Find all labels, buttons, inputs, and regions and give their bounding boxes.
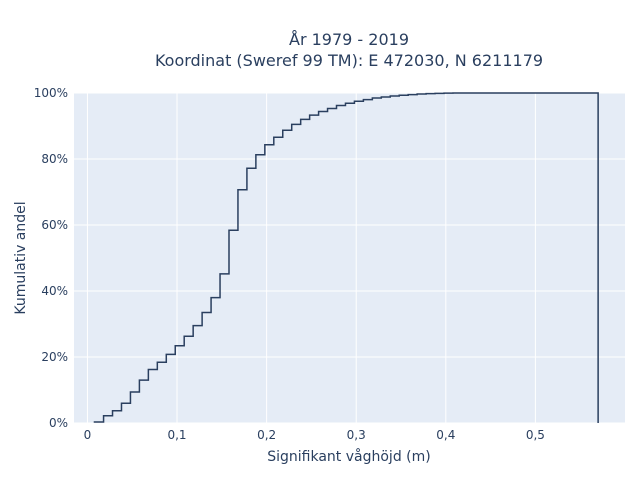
y-tick-label: 100% — [34, 86, 68, 100]
x-tick-label: 0,2 — [257, 428, 276, 442]
x-tick-label: 0,3 — [347, 428, 366, 442]
x-tick-label: 0 — [84, 428, 92, 442]
x-tick-label: 0,1 — [167, 428, 186, 442]
y-tick-label: 80% — [41, 152, 68, 166]
chart-title-line2: Koordinat (Sweref 99 TM): E 472030, N 62… — [155, 51, 543, 70]
y-tick-label: 0% — [49, 416, 68, 430]
x-tick-labels: 0 0,1 0,2 0,3 0,4 0,5 — [84, 428, 545, 442]
x-gridlines — [86, 93, 536, 423]
y-axis-label: Kumulativ andel — [13, 201, 29, 314]
y-tick-label: 60% — [41, 218, 68, 232]
chart-title-line1: År 1979 - 2019 — [289, 30, 409, 49]
plot-area — [74, 93, 625, 423]
x-tick-label: 0,4 — [436, 428, 455, 442]
cumulative-step-line — [93, 92, 599, 423]
x-axis-label: Signifikant våghöjd (m) — [267, 448, 430, 465]
y-tick-label: 40% — [41, 284, 68, 298]
y-tick-label: 20% — [41, 350, 68, 364]
x-tick-label: 0,5 — [526, 428, 545, 442]
y-tick-labels: 0% 20% 40% 60% 80% 100% — [34, 86, 68, 430]
